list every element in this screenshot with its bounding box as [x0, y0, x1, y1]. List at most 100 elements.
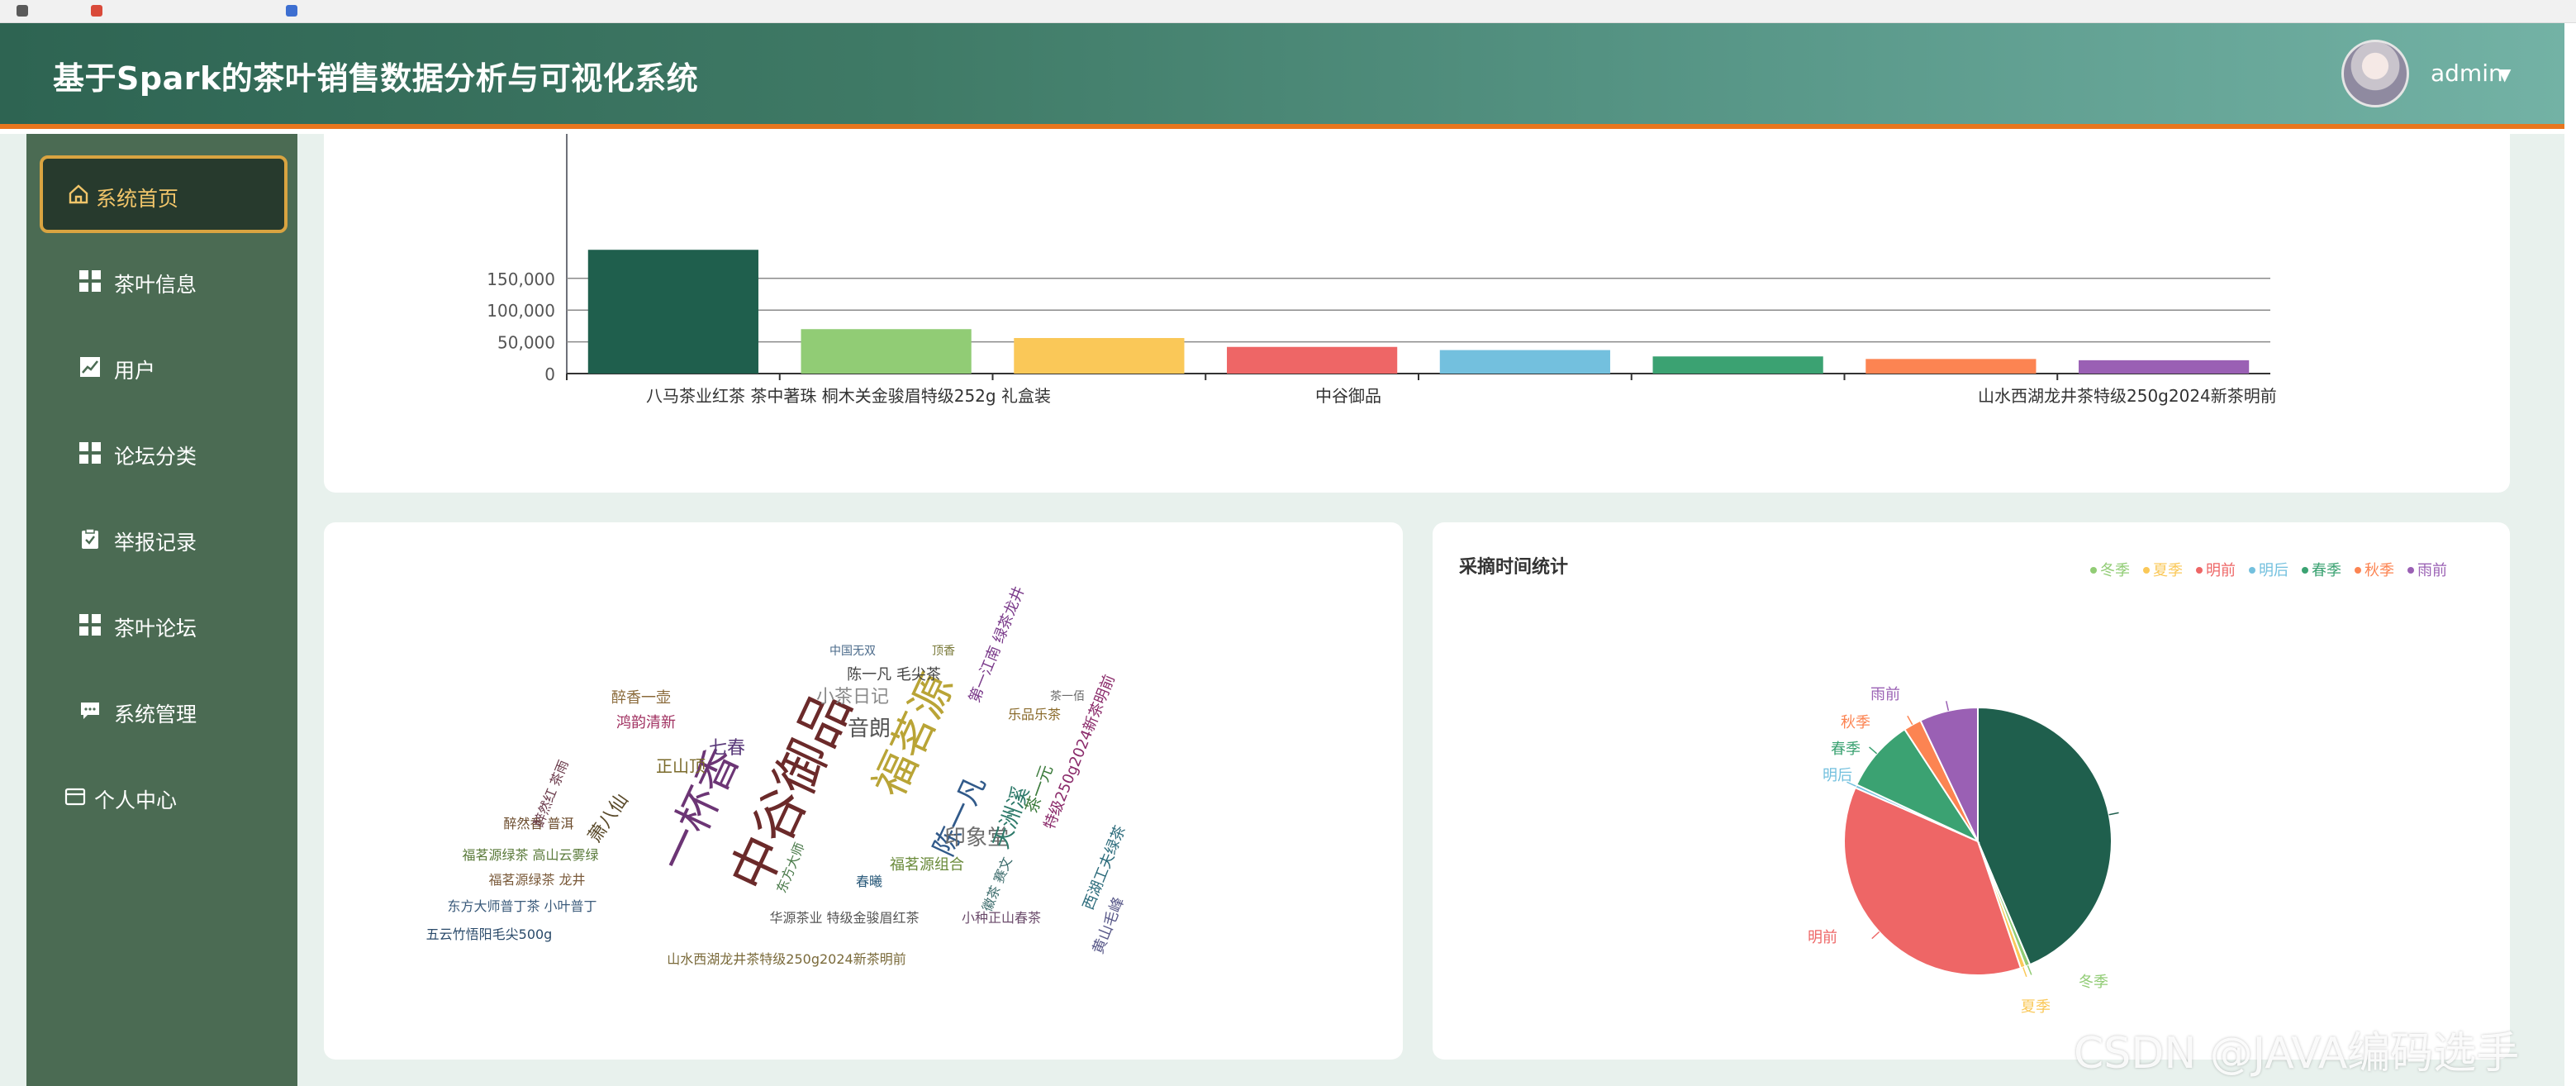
sidebar-item-label: 用户: [114, 359, 156, 383]
pie-chart-title: 采摘时间统计: [1459, 557, 1569, 578]
y-tick-label: 100,000: [487, 301, 555, 321]
x-tick-label: 八马茶业红茶 茶中著珠 桐木关金骏眉特级252g 礼盒装: [646, 386, 1051, 406]
top-header: 基于Spark的茶叶销售数据分析与可视化系统 admin ▼: [0, 23, 2564, 129]
bar-chart: 0 50,000 100,000 150,000 八马茶业红茶 茶中著珠 桐木关金骏眉特…: [487, 134, 2277, 406]
browser-icon[interactable]: [17, 5, 28, 17]
pie-label: 明前: [1808, 929, 1837, 946]
home-icon: [69, 184, 88, 204]
sidebar-item-label: 系统首页: [96, 187, 179, 211]
sidebar-item-label: 茶叶论坛: [114, 617, 197, 641]
pie-label: 冬季: [2079, 974, 2108, 991]
pie-label: 雨前: [1870, 686, 1900, 703]
pie-label: 明后: [1823, 767, 1852, 784]
browser-extension-icon[interactable]: [286, 5, 297, 17]
word-cloud-word: 徽茶 赛文: [979, 855, 1015, 913]
pie-label-line: [1846, 781, 1856, 787]
legend-marker: [2355, 567, 2361, 574]
sidebar-item-forum-category[interactable]: 论坛分类: [26, 417, 297, 491]
chevron-down-icon[interactable]: ▼: [2498, 64, 2512, 84]
word-cloud-word: 福茗源绿茶 龙井: [488, 872, 585, 888]
legend-item: 夏季: [2153, 562, 2183, 579]
watermark-text: CSDN @JAVA编码选手: [2074, 1029, 2520, 1079]
clipboard-icon: [82, 528, 98, 549]
word-cloud-word: 福茗源绿茶 高山云雾绿: [462, 847, 598, 863]
legend-item: 雨前: [2417, 562, 2447, 579]
pie-slice: [1843, 786, 2022, 976]
pie-label: 春季: [1831, 741, 1861, 758]
word-cloud-word: 第一江南 绿茶龙井: [966, 584, 1029, 706]
card-icon: [64, 788, 86, 806]
username-label[interactable]: admin: [2431, 60, 2503, 87]
legend-marker: [2407, 567, 2414, 574]
x-tick-label: 山水西湖龙井茶特级250g2024新茶明前: [1978, 386, 2277, 406]
grid-icon: [79, 614, 101, 636]
sidebar-item-tea-info[interactable]: 茶叶信息: [26, 245, 297, 319]
bar-chart-panel: 0 50,000 100,000 150,000 八马茶业红茶 茶中著珠 桐木关金骏眉特…: [324, 134, 2510, 493]
pie-chart-panel: 采摘时间统计 冬季 夏季 明前 明后 春季 秋季 雨前 雨前 秋季 春季 明后 明前 冬季 夏季: [1433, 522, 2510, 1060]
word-cloud-word: 福茗源组合: [890, 856, 964, 874]
browser-tab-icon[interactable]: [91, 5, 102, 17]
bar: [1865, 359, 2037, 374]
wordcloud-panel: 中谷御品 一杯香 福茗源 陈一凡 印象堂 天洲溪 音朗 小茶日记 七春 正山顶 醉香一壶 鸿韵清新 茶一…: [324, 522, 1403, 1060]
legend-item: 春季: [2312, 562, 2341, 579]
sidebar-item-label: 系统管理: [114, 703, 197, 726]
sidebar: 系统首页 茶叶信息 用户 论坛分类 举报记录: [26, 134, 297, 1086]
y-tick-label: 0: [544, 364, 555, 384]
word-cloud-word: 华源茶业 特级金骏眉红茶: [769, 910, 919, 926]
pie-label-line: [1871, 931, 1880, 940]
legend-marker: [2196, 567, 2203, 574]
legend-item: 明后: [2259, 562, 2288, 579]
pie-label: 夏季: [2021, 998, 2051, 1016]
legend-marker: [2090, 567, 2097, 574]
sidebar-item-profile[interactable]: 个人中心: [26, 760, 297, 835]
sidebar-item-home[interactable]: 系统首页: [40, 155, 288, 233]
word-cloud-word: 山水西湖龙井茶特级250g2024新茶明前: [667, 951, 905, 967]
word-cloud-word: 东方大师普丁茶 小叶普丁: [447, 898, 596, 914]
word-cloud-word: 醉然香 普洱: [503, 816, 573, 831]
word-cloud-word: 小茶日记: [816, 687, 889, 707]
sidebar-item-reports[interactable]: 举报记录: [26, 503, 297, 577]
word-cloud-word: 乐品乐茶: [1008, 707, 1061, 722]
y-tick-label: 150,000: [487, 269, 555, 289]
pie-slice: [1855, 728, 1980, 844]
pie-label-line: [1869, 746, 1878, 755]
sidebar-item-system-admin[interactable]: 系统管理: [26, 674, 297, 749]
y-tick-label: 50,000: [497, 333, 555, 353]
pie-label-line: [1945, 701, 1950, 712]
sidebar-item-users[interactable]: 用户: [26, 331, 297, 405]
pie-label-line: [2027, 965, 2032, 975]
grid-icon: [79, 270, 101, 292]
legend-marker: [2249, 567, 2255, 574]
app-title: 基于Spark的茶叶销售数据分析与可视化系统: [53, 60, 699, 97]
word-cloud-word: 陈一凡 毛尖茶: [847, 666, 941, 684]
bar: [1227, 346, 1398, 374]
word-cloud-word: 顶香: [932, 645, 955, 658]
word-cloud-word: 萧八仙: [585, 790, 633, 846]
message-icon: [81, 703, 99, 719]
chart-icon: [80, 357, 100, 377]
sidebar-item-label: 论坛分类: [114, 445, 197, 469]
word-cloud-word: 茶一佰: [1050, 690, 1085, 703]
x-tick-label: 中谷御品: [1315, 386, 1381, 406]
word-cloud-word: 醉香一壶: [611, 689, 671, 707]
pie-label-line: [1907, 715, 1913, 726]
bar: [2079, 360, 2250, 374]
pie-slice: [1919, 706, 1979, 842]
legend-marker: [2302, 567, 2308, 574]
legend-item: 明前: [2206, 562, 2236, 579]
word-cloud-word: 鸿韵清新: [616, 714, 676, 731]
word-cloud-word: 音朗: [848, 717, 891, 741]
sidebar-item-tea-forum[interactable]: 茶叶论坛: [26, 588, 297, 663]
word-cloud-word: 中国无双: [829, 645, 876, 658]
pie-label-line: [2022, 967, 2027, 978]
legend-item: 冬季: [2100, 562, 2130, 579]
word-cloud-word: 春曦: [856, 874, 882, 889]
word-cloud-word: 正山顶: [656, 756, 706, 776]
legend-item: 秋季: [2365, 562, 2394, 579]
bar: [1439, 350, 1610, 374]
avatar[interactable]: [2341, 40, 2409, 107]
word-cloud-word: 印象堂: [944, 826, 1009, 850]
legend-marker: [2143, 567, 2150, 574]
